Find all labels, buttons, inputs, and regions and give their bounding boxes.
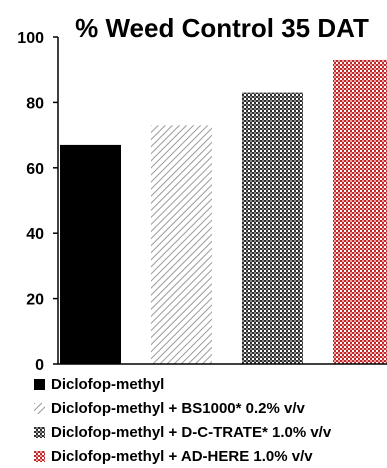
- bar-series-1: [60, 144, 121, 364]
- y-tick-label: 20: [26, 292, 44, 309]
- bar-series-4: [333, 59, 387, 364]
- y-axis-ticks: 0 20 40 60 80 100: [17, 30, 58, 374]
- legend-swatch: [34, 426, 45, 438]
- bar-series-3: [242, 92, 303, 364]
- y-tick-label: 60: [26, 161, 44, 178]
- bar-series-2: [151, 125, 212, 364]
- legend-swatch: [34, 402, 45, 414]
- legend-label: Diclofop-methyl + AD-HERE 1.0% v/v: [51, 447, 313, 465]
- legend-item: Diclofop-methyl: [34, 372, 387, 396]
- legend-label: Diclofop-methyl: [51, 375, 165, 393]
- legend: Diclofop-methyl Diclofop-methyl + BS1000*…: [34, 372, 387, 468]
- y-tick-label: 80: [26, 95, 44, 112]
- chart-title: % Weed Control 35 DAT: [75, 13, 369, 43]
- y-tick-label: 0: [35, 357, 44, 374]
- legend-item: Diclofop-methyl + BS1000* 0.2% v/v: [34, 396, 387, 420]
- y-tick-label: 100: [17, 30, 44, 47]
- legend-swatch: [34, 378, 45, 390]
- legend-swatch: [34, 450, 45, 462]
- y-tick-label: 40: [26, 226, 44, 243]
- legend-item: Diclofop-methyl + AD-HERE 1.0% v/v: [34, 444, 387, 468]
- legend-label: Diclofop-methyl + BS1000* 0.2% v/v: [51, 399, 305, 417]
- bars: [60, 59, 387, 364]
- legend-item: Diclofop-methyl + D-C-TRATE* 1.0% v/v: [34, 420, 387, 444]
- legend-label: Diclofop-methyl + D-C-TRATE* 1.0% v/v: [51, 423, 332, 441]
